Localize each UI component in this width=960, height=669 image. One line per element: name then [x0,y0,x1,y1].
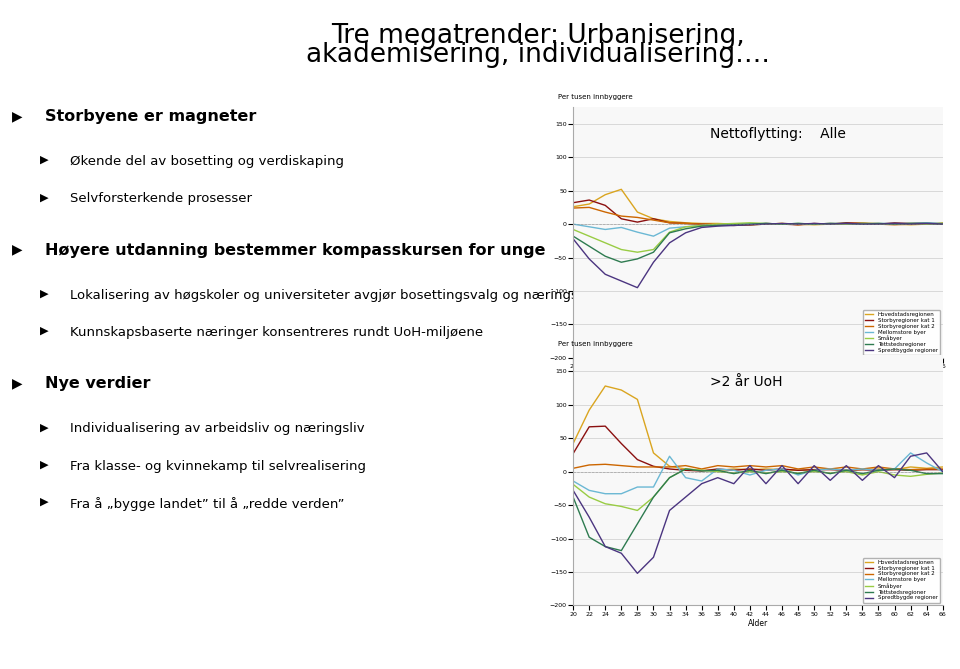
Text: ▶: ▶ [40,193,49,203]
Text: akademisering, individualisering….: akademisering, individualisering…. [305,41,770,68]
Text: ▶: ▶ [40,326,49,336]
Text: Fra å „bygge landet” til å „redde verden”: Fra å „bygge landet” til å „redde verden… [70,497,345,511]
Text: Storbyene er magneter: Storbyene er magneter [45,109,257,124]
Text: ▶: ▶ [40,288,49,298]
Text: Nye verdier: Nye verdier [45,376,151,391]
Text: ▶: ▶ [40,497,49,507]
Text: Høyere utdanning bestemmer kompasskursen for unge: Høyere utdanning bestemmer kompasskursen… [45,243,546,258]
X-axis label: Alder: Alder [748,619,768,628]
Text: ▶: ▶ [12,243,23,257]
Text: Lokalisering av høgskoler og universiteter avgjør bosettingsvalg og næringsstruk: Lokalisering av høgskoler og universitet… [70,288,632,302]
Text: Kunnskapsbaserte næringer konsentreres rundt UoH-miljøene: Kunnskapsbaserte næringer konsentreres r… [70,326,484,339]
Text: ▶: ▶ [12,109,23,123]
Text: ▶: ▶ [40,422,49,432]
Text: Per tusen innbyggere: Per tusen innbyggere [559,94,633,100]
Text: Fra klasse- og kvinnekamp til selvrealisering: Fra klasse- og kvinnekamp til selvrealis… [70,460,367,472]
Text: Økende del av bosetting og verdiskaping: Økende del av bosetting og verdiskaping [70,155,345,168]
Legend: Hovedstadsregionen, Storbyregioner kat 1, Storbyregioner kat 2, Mellomstore byer: Hovedstadsregionen, Storbyregioner kat 1… [863,310,940,355]
Text: Per tusen innbyggere: Per tusen innbyggere [559,341,633,347]
Text: Individualisering av arbeidsliv og næringsliv: Individualisering av arbeidsliv og nærin… [70,422,365,436]
Text: ▶: ▶ [12,376,23,390]
Text: ▶: ▶ [40,460,49,470]
Text: Selvforsterkende prosesser: Selvforsterkende prosesser [70,193,252,205]
Text: Nettoflytting:    Alle: Nettoflytting: Alle [709,127,846,141]
Text: Utdanning = Mobilitet = Endret bosettingsmønster: Utdanning = Mobilitet = Endret bosetting… [14,633,388,648]
Legend: Hovedstadsregionen, Storbyregioner kat 1, Storbyregioner kat 2, Mellomstore byer: Hovedstadsregionen, Storbyregioner kat 1… [863,557,940,603]
Text: ▶: ▶ [40,155,49,165]
Text: >2 år UoH: >2 år UoH [709,375,782,389]
X-axis label: Alder: Alder [748,372,768,381]
Text: Tre megatrender: Urbanisering,: Tre megatrender: Urbanisering, [331,23,744,49]
